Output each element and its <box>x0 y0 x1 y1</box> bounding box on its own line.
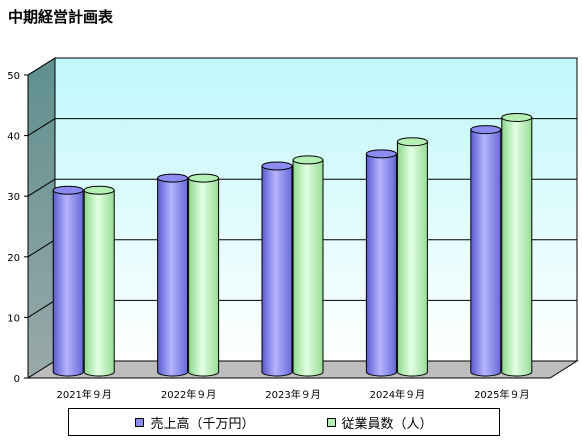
bar-top <box>365 149 397 159</box>
plot-area: 0 10 20 30 40 50 2021年９月 2022年９月 2023年９月 2024年９月 2… <box>7 57 579 401</box>
bar-employees <box>501 112 533 377</box>
legend-item-sales: 売上高（千万円） <box>135 413 255 432</box>
side-wall <box>27 57 56 379</box>
bar-body <box>157 177 189 377</box>
y-tick-label: 30 <box>7 192 20 203</box>
bar-body <box>470 129 502 377</box>
bar-employees <box>396 137 428 377</box>
bar-sales <box>365 149 397 377</box>
bar-top <box>83 185 115 195</box>
bar-top <box>396 137 428 147</box>
bar-body <box>83 189 115 377</box>
legend-label-sales: 売上高（千万円） <box>150 416 255 432</box>
bar-sales <box>470 125 502 377</box>
y-tick-label: 50 <box>7 71 20 82</box>
bar-body <box>292 159 324 377</box>
y-tick-label: 10 <box>7 313 20 324</box>
bar-top <box>292 155 324 165</box>
bar-top <box>188 173 220 183</box>
bar-top <box>157 173 189 183</box>
y-tick-label: 40 <box>7 132 20 143</box>
legend-item-employees: 従業員数（人） <box>326 413 433 432</box>
bar-employees <box>83 185 115 377</box>
bar-sales <box>261 161 293 377</box>
bar-top <box>52 185 84 195</box>
bar-body <box>188 177 220 377</box>
legend-swatch-sales <box>135 417 145 427</box>
x-category-label: 2023年９月 <box>265 388 320 401</box>
bar-top <box>501 112 533 122</box>
bar-top <box>470 125 502 135</box>
legend: 売上高（千万円） 従業員数（人） <box>68 408 500 436</box>
gridline-side <box>27 299 56 318</box>
bar-employees <box>188 173 220 377</box>
bar-body <box>501 116 533 377</box>
y-tick-label: 0 <box>14 374 20 385</box>
x-category-label: 2021年９月 <box>56 388 111 401</box>
gridline-side <box>27 239 56 258</box>
legend-swatch-employees <box>326 417 336 427</box>
bar-sales <box>52 185 84 377</box>
bar-top <box>261 161 293 171</box>
x-category-label: 2022年９月 <box>161 388 216 401</box>
y-tick-label: 20 <box>7 253 20 264</box>
gridline-side <box>27 118 56 137</box>
legend-label-employees: 従業員数（人） <box>341 416 433 432</box>
gridline-side <box>27 178 56 197</box>
gridline-side <box>27 57 56 76</box>
bar-body <box>396 141 428 377</box>
bar-body <box>261 165 293 377</box>
bar-body <box>52 189 84 377</box>
x-category-label: 2025年９月 <box>474 388 529 401</box>
bar-sales <box>157 173 189 377</box>
bar-employees <box>292 155 324 377</box>
bar-body <box>365 153 397 377</box>
x-category-label: 2024年９月 <box>370 388 425 401</box>
chart-title: 中期経営計画表 <box>8 8 114 26</box>
